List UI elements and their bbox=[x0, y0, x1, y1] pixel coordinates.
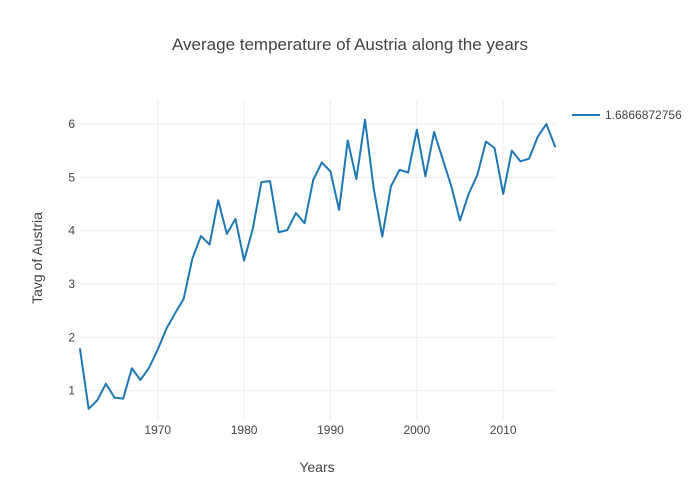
y-tick-label: 5 bbox=[68, 170, 75, 184]
tick-layer: 1 2 3 4 5 6 1970 1980 1990 2000 2010 bbox=[68, 117, 517, 437]
chart-title: Average temperature of Austria along the… bbox=[172, 35, 528, 54]
y-axis-title: Tavg of Austria bbox=[29, 212, 45, 304]
x-tick-label: 1970 bbox=[144, 423, 171, 437]
series-layer bbox=[80, 120, 555, 409]
y-tick-label: 1 bbox=[68, 384, 75, 398]
y-tick-label: 3 bbox=[68, 277, 75, 291]
y-tick-label: 4 bbox=[68, 224, 75, 238]
x-tick-label: 2010 bbox=[490, 423, 517, 437]
x-tick-label: 1980 bbox=[231, 423, 258, 437]
legend[interactable]: 1.6866872756 bbox=[572, 108, 682, 122]
legend-label: 1.6866872756 bbox=[605, 108, 682, 122]
y-tick-label: 6 bbox=[68, 117, 75, 131]
x-tick-label: 2000 bbox=[403, 423, 430, 437]
x-axis-title: Years bbox=[299, 459, 334, 475]
y-tick-label: 2 bbox=[68, 330, 75, 344]
x-tick-label: 1990 bbox=[317, 423, 344, 437]
series-line-0[interactable] bbox=[80, 120, 555, 409]
